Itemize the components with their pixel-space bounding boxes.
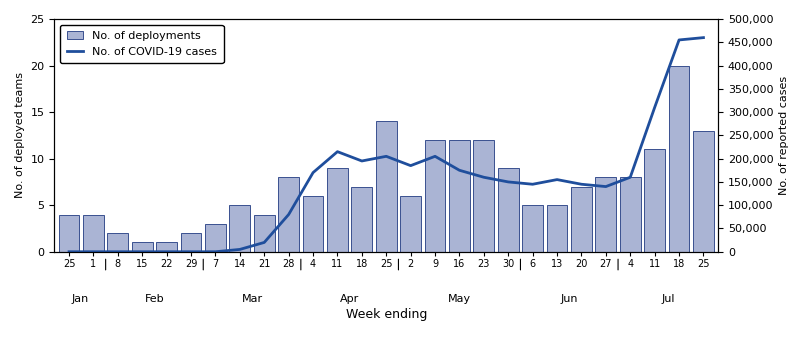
Legend: No. of deployments, No. of COVID-19 cases: No. of deployments, No. of COVID-19 case… [60, 25, 223, 64]
Bar [692, 131, 713, 252]
Bar [522, 205, 542, 252]
Bar [205, 224, 226, 252]
Bar [473, 140, 494, 252]
Text: Feb: Feb [145, 294, 164, 304]
Bar [229, 205, 250, 252]
Bar [643, 149, 664, 252]
Y-axis label: No. of deployed teams: No. of deployed teams [15, 72, 25, 198]
Bar [132, 242, 153, 252]
Text: Mar: Mar [241, 294, 263, 304]
Bar [83, 215, 104, 252]
Bar [668, 66, 688, 252]
Bar [278, 177, 299, 252]
Bar [546, 205, 567, 252]
X-axis label: Week ending: Week ending [345, 308, 426, 321]
Bar [302, 196, 323, 252]
Y-axis label: No. of reported cases: No. of reported cases [778, 76, 788, 195]
Bar [156, 242, 177, 252]
Bar [59, 215, 79, 252]
Bar [424, 140, 445, 252]
Bar [181, 233, 202, 252]
Text: Jul: Jul [661, 294, 674, 304]
Bar [400, 196, 421, 252]
Bar [108, 233, 128, 252]
Text: Jun: Jun [560, 294, 577, 304]
Bar [497, 168, 518, 252]
Bar [376, 121, 396, 252]
Text: Apr: Apr [340, 294, 359, 304]
Bar [595, 177, 615, 252]
Bar [254, 215, 275, 252]
Text: May: May [447, 294, 471, 304]
Bar [327, 168, 348, 252]
Bar [570, 187, 591, 252]
Bar [351, 187, 372, 252]
Bar [449, 140, 469, 252]
Bar [619, 177, 640, 252]
Text: Jan: Jan [71, 294, 88, 304]
